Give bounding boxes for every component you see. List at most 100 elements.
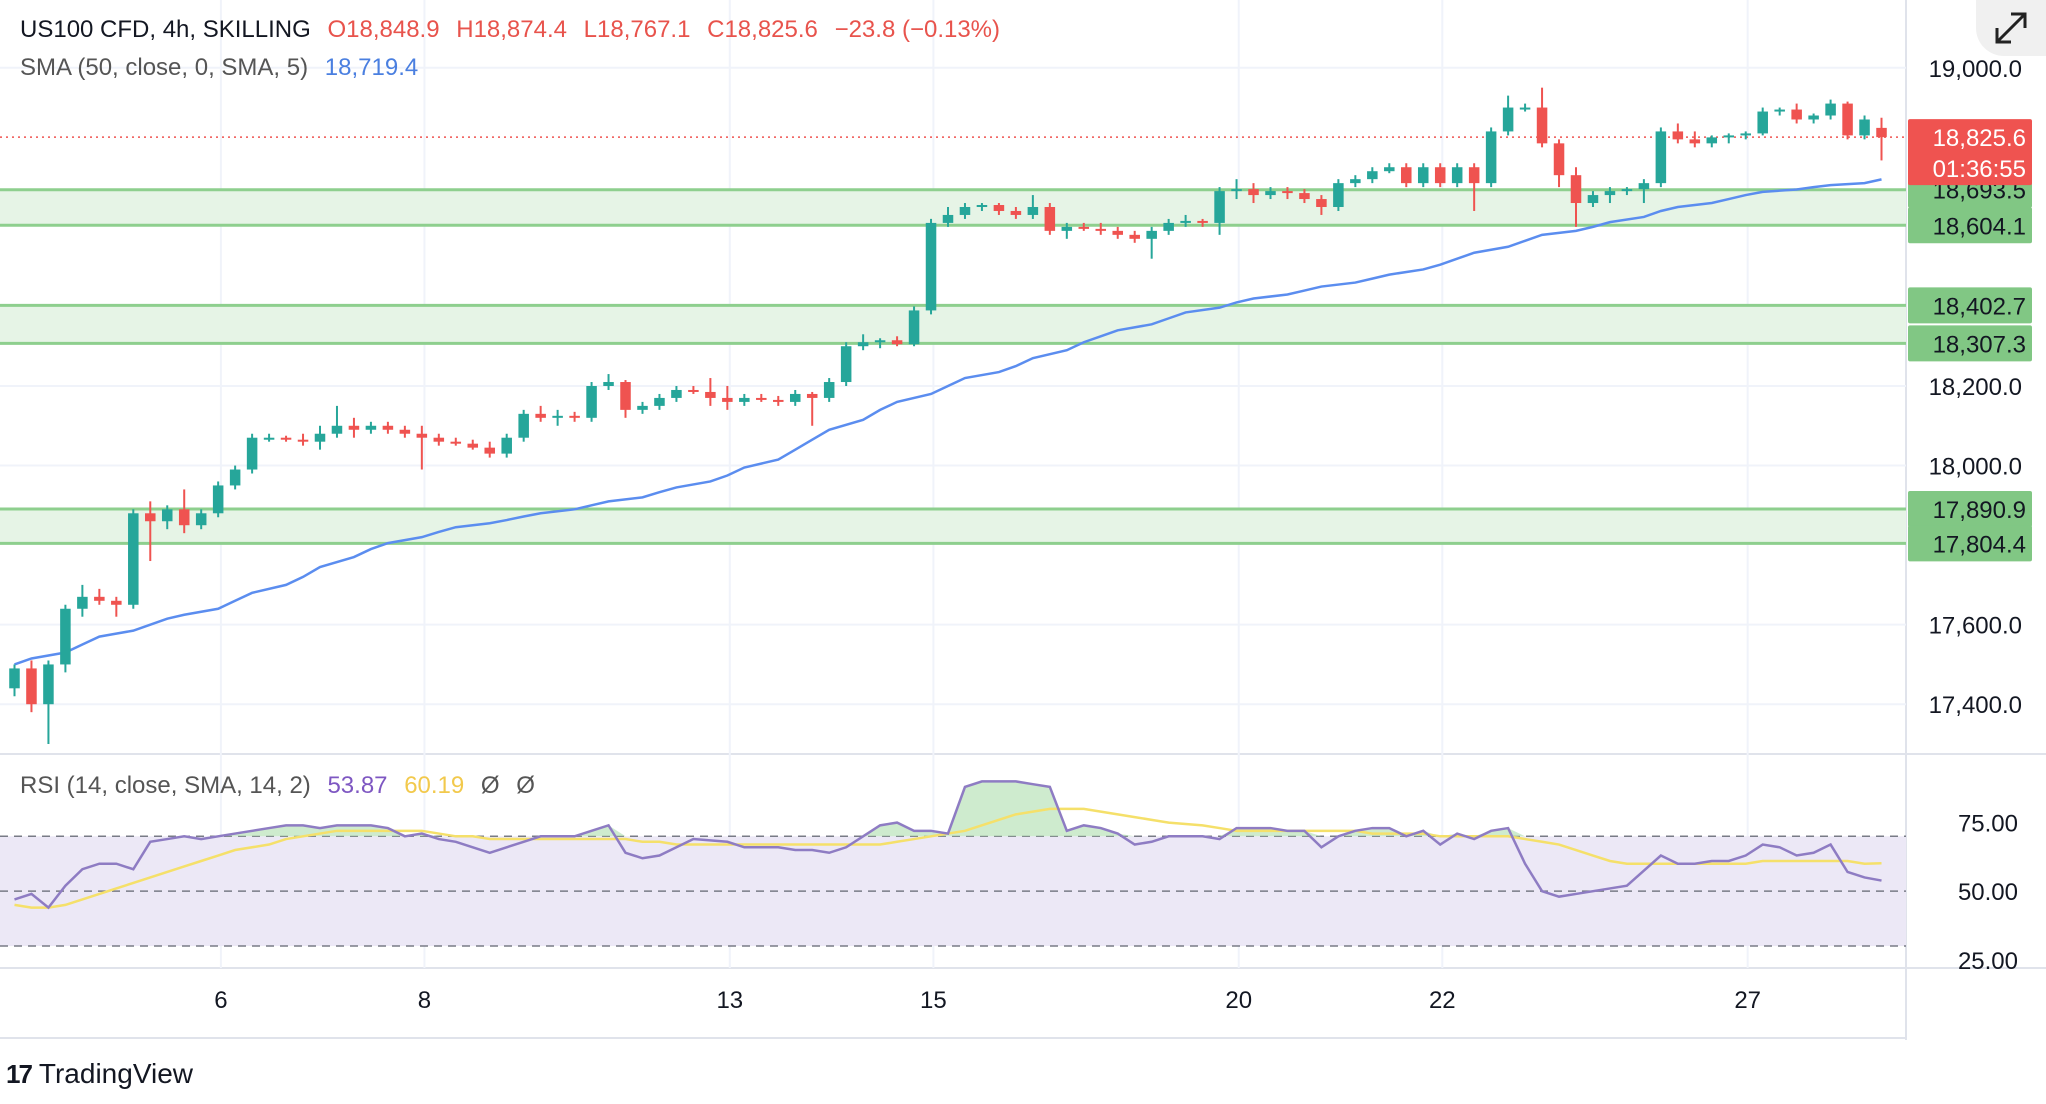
symbol-label[interactable]: US100 CFD, 4h, SKILLING	[20, 16, 311, 43]
rsi-label: RSI (14, close, SMA, 14, 2)	[20, 772, 311, 799]
candle-body	[1502, 107, 1514, 132]
candle-body	[942, 214, 954, 223]
candle-body	[178, 509, 190, 526]
candle-body	[908, 310, 920, 345]
candle-body	[450, 441, 462, 444]
candle-body	[1604, 191, 1616, 196]
candle-body	[145, 513, 156, 522]
level-label-box	[1908, 325, 2032, 362]
candle-body	[501, 437, 512, 454]
level-label-box	[1908, 525, 2032, 562]
candle-body	[399, 429, 411, 434]
candle-body	[1740, 133, 1751, 136]
candle-body	[467, 443, 479, 448]
candle-body	[789, 393, 801, 402]
open-value: O18,848.9	[327, 16, 440, 43]
candle-body	[739, 397, 750, 402]
price-tick-label: 17,400.0	[1929, 692, 2022, 719]
candle-body	[586, 386, 597, 418]
candle-body	[993, 205, 1005, 211]
candle-body	[26, 668, 37, 705]
sr-zone	[0, 305, 1906, 344]
candle-body	[569, 415, 580, 418]
candle-body	[297, 439, 309, 442]
candle-body	[840, 346, 852, 383]
price-tick-label: 18,000.0	[1929, 454, 2022, 481]
candle-body	[1706, 137, 1718, 144]
candle-body	[1859, 119, 1870, 136]
candle-body	[1468, 167, 1480, 184]
sma-label: SMA (50, close, 0, SMA, 5)	[20, 54, 309, 81]
candle-body	[1214, 191, 1225, 223]
close-value: C18,825.6	[707, 16, 818, 43]
time-tick-label: 8	[418, 987, 431, 1014]
candle-body	[1163, 222, 1174, 231]
candle-body	[1757, 111, 1768, 134]
candle-body	[620, 382, 631, 410]
level-label-box	[1908, 490, 2032, 527]
sma-value: 18,719.4	[324, 54, 419, 81]
tradingview-logo[interactable]: 17 TradingView	[6, 1058, 193, 1090]
candle-body	[773, 399, 784, 402]
candle-body	[1078, 226, 1090, 229]
candle-body	[518, 413, 529, 438]
candle-body	[1027, 207, 1039, 215]
candle-body	[382, 425, 394, 430]
candle-body	[1299, 193, 1310, 200]
level-label: 18,604.1	[1933, 213, 2026, 240]
candle-body	[1129, 234, 1140, 239]
rsi-tick-label: 25.00	[1958, 948, 2018, 975]
level-label-box	[1908, 207, 2032, 244]
candle-body	[1774, 109, 1785, 112]
candle-body	[1044, 207, 1056, 231]
candle-body	[416, 433, 428, 438]
candle-body	[111, 600, 122, 605]
candle-body	[1570, 175, 1582, 204]
candle-body	[77, 596, 88, 609]
candle-body	[1621, 189, 1633, 192]
candle-body	[484, 447, 495, 454]
candle-body	[874, 340, 886, 343]
rsi-legend[interactable]: RSI (14, close, SMA, 14, 2) 53.87 60.19 …	[20, 772, 545, 800]
candle-body	[1401, 167, 1412, 184]
candle-body	[1434, 167, 1446, 184]
candle-body	[246, 437, 258, 470]
last-price-label-box	[1908, 119, 2032, 186]
countdown-label: 01:36:55	[1933, 156, 2026, 183]
candle-body	[1384, 167, 1395, 172]
candle-body	[1350, 179, 1361, 184]
candle-body	[891, 340, 903, 345]
candle-body	[823, 382, 835, 398]
candle-body	[314, 433, 326, 442]
candle-body	[1519, 107, 1531, 110]
candle-body	[94, 596, 105, 601]
candle-body	[348, 425, 360, 430]
candle-body	[1333, 183, 1344, 207]
level-label: 17,890.9	[1933, 497, 2026, 524]
candle-body	[1553, 143, 1565, 176]
rsi-tick-label: 75.00	[1958, 811, 2018, 838]
rsi-line	[14, 780, 1882, 910]
time-tick-label: 6	[214, 987, 227, 1014]
candle-body	[1265, 191, 1276, 196]
high-value: H18,874.4	[456, 16, 567, 43]
candle-body	[1808, 115, 1819, 120]
candle-body	[637, 405, 648, 410]
candle-body	[1112, 230, 1123, 235]
candle-body	[1842, 103, 1853, 136]
price-tick-label: 18,200.0	[1929, 374, 2022, 401]
candle-body	[9, 668, 20, 689]
rsi-ma-value: 60.19	[404, 772, 465, 799]
candle-body	[1248, 189, 1259, 196]
low-value: L18,767.1	[583, 16, 691, 43]
level-label: 18,402.7	[1933, 293, 2026, 320]
candle-body	[43, 664, 54, 705]
expand-button[interactable]	[1976, 0, 2046, 56]
candle-body	[722, 397, 733, 402]
candle-body	[1587, 195, 1599, 204]
level-label: 18,307.3	[1933, 331, 2026, 358]
ohlc-legend: US100 CFD, 4h, SKILLING O18,848.9 H18,87…	[20, 16, 1010, 44]
candle-body	[331, 425, 343, 434]
sma-legend[interactable]: SMA (50, close, 0, SMA, 5) 18,719.4	[20, 54, 428, 82]
